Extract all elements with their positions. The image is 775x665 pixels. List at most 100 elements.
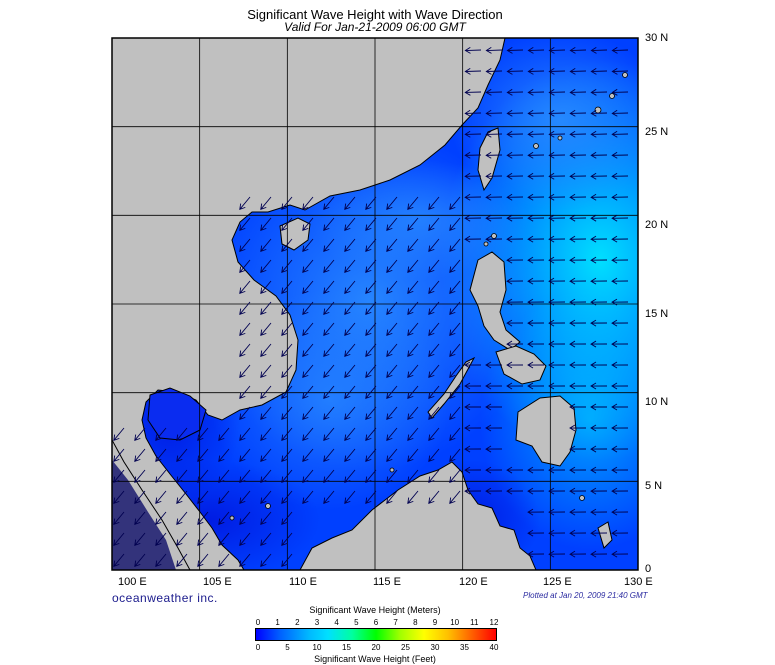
wave-direction-arrow bbox=[260, 427, 272, 442]
feet-tick-label: 15 bbox=[342, 643, 351, 652]
wave-direction-arrow bbox=[569, 445, 587, 453]
wave-direction-arrow bbox=[281, 217, 293, 232]
wave-direction-arrow bbox=[365, 322, 377, 337]
wave-direction-arrow bbox=[611, 214, 629, 222]
wave-direction-arrow bbox=[134, 532, 146, 547]
wave-direction-arrow bbox=[218, 511, 230, 526]
wave-direction-arrow bbox=[590, 67, 608, 75]
map-subtitle: Valid For Jan-21-2009 06:00 GMT bbox=[284, 20, 466, 34]
wave-direction-arrow bbox=[485, 403, 503, 411]
wave-direction-arrow bbox=[260, 406, 272, 421]
meter-tick-label: 0 bbox=[255, 618, 261, 627]
wave-direction-arrow bbox=[611, 529, 629, 537]
wave-direction-arrow bbox=[590, 172, 608, 180]
wave-direction-arrow bbox=[386, 301, 398, 316]
wave-direction-arrow bbox=[548, 172, 566, 180]
wave-direction-arrow bbox=[548, 67, 566, 75]
wave-direction-arrow bbox=[302, 448, 314, 463]
lat-label-30n: 30 N bbox=[645, 32, 669, 44]
wave-direction-arrow bbox=[428, 280, 440, 295]
wave-direction-arrow bbox=[197, 427, 209, 442]
lat-label-0: 0 bbox=[645, 563, 652, 575]
wave-direction-arrow bbox=[464, 109, 482, 117]
wave-direction-arrow bbox=[548, 130, 566, 138]
wave-direction-arrow bbox=[428, 469, 440, 484]
wave-direction-arrow bbox=[386, 217, 398, 232]
wave-direction-arrow bbox=[428, 322, 440, 337]
wave-direction-arrow bbox=[323, 364, 335, 379]
wave-direction-arrow bbox=[611, 193, 629, 201]
wave-direction-arrow bbox=[365, 427, 377, 442]
wave-direction-arrow bbox=[386, 259, 398, 274]
feet-tick-label: 25 bbox=[401, 643, 410, 652]
wave-direction-arrow bbox=[527, 214, 545, 222]
meter-tick-label: 4 bbox=[334, 618, 339, 627]
wave-direction-arrow bbox=[365, 385, 377, 400]
wave-direction-arrow bbox=[428, 406, 440, 421]
wave-direction-arrow bbox=[218, 553, 230, 568]
wave-direction-arrow bbox=[449, 427, 461, 442]
wave-direction-arrow bbox=[464, 403, 482, 411]
wave-direction-arrow bbox=[590, 130, 608, 138]
wave-direction-arrow bbox=[569, 424, 587, 432]
wave-direction-arrow bbox=[113, 469, 125, 484]
feet-tick-label: 30 bbox=[430, 643, 440, 652]
wave-direction-arrow bbox=[590, 214, 608, 222]
wave-direction-arrow bbox=[302, 490, 314, 505]
wave-direction-arrow bbox=[155, 511, 167, 526]
wave-direction-arrow bbox=[386, 406, 398, 421]
wave-direction-arrow bbox=[386, 322, 398, 337]
wave-direction-arrow bbox=[464, 88, 482, 96]
wave-direction-arrow bbox=[449, 259, 461, 274]
wave-direction-arrow bbox=[548, 361, 566, 369]
wave-direction-arrow bbox=[218, 427, 230, 442]
wave-direction-arrow bbox=[548, 46, 566, 54]
wave-direction-arrow bbox=[260, 511, 272, 526]
wave-direction-arrow bbox=[569, 466, 587, 474]
wave-direction-arrow bbox=[197, 553, 209, 568]
wave-direction-arrow bbox=[611, 67, 629, 75]
feet-tick-label: 0 bbox=[255, 643, 261, 652]
wave-direction-arrow bbox=[611, 46, 629, 54]
wave-direction-arrow bbox=[590, 46, 608, 54]
wave-direction-arrow bbox=[239, 511, 251, 526]
wave-direction-arrow bbox=[134, 469, 146, 484]
wave-direction-arrow bbox=[134, 511, 146, 526]
wave-direction-arrow bbox=[239, 301, 251, 316]
wave-direction-arrow bbox=[569, 235, 587, 243]
wave-direction-arrow bbox=[323, 469, 335, 484]
wave-direction-arrow bbox=[548, 382, 566, 390]
wave-direction-arrow bbox=[260, 385, 272, 400]
wave-direction-arrow bbox=[218, 469, 230, 484]
wave-direction-arrow bbox=[464, 487, 482, 495]
wave-direction-arrow bbox=[365, 280, 377, 295]
wave-direction-arrow bbox=[281, 553, 293, 568]
wave-direction-arrow bbox=[506, 466, 524, 474]
wave-direction-arrow bbox=[386, 196, 398, 211]
map-frame bbox=[111, 37, 639, 571]
wave-direction-arrow bbox=[281, 448, 293, 463]
wave-direction-arrow bbox=[344, 490, 356, 505]
wave-direction-arrow bbox=[239, 553, 251, 568]
wave-direction-arrow bbox=[506, 256, 524, 264]
land-luzon bbox=[469, 251, 521, 351]
wave-direction-arrow bbox=[485, 424, 503, 432]
wave-direction-arrow bbox=[485, 46, 503, 54]
wave-direction-arrow bbox=[464, 193, 482, 201]
wave-direction-arrow bbox=[506, 298, 524, 306]
wave-direction-arrow bbox=[590, 445, 608, 453]
wave-direction-arrow bbox=[323, 448, 335, 463]
small-islands bbox=[229, 72, 628, 521]
wave-direction-arrow bbox=[569, 67, 587, 75]
wave-direction-arrow bbox=[239, 427, 251, 442]
wave-direction-arrow bbox=[260, 343, 272, 358]
wave-direction-arrow bbox=[323, 490, 335, 505]
wave-direction-arrow bbox=[506, 487, 524, 495]
wave-direction-arrow bbox=[485, 487, 503, 495]
wave-direction-arrow bbox=[407, 343, 419, 358]
wave-direction-arrow bbox=[302, 217, 314, 232]
meter-tick-label: 5 bbox=[354, 618, 359, 627]
wave-direction-arrow bbox=[260, 553, 272, 568]
wave-direction-arrow bbox=[407, 469, 419, 484]
